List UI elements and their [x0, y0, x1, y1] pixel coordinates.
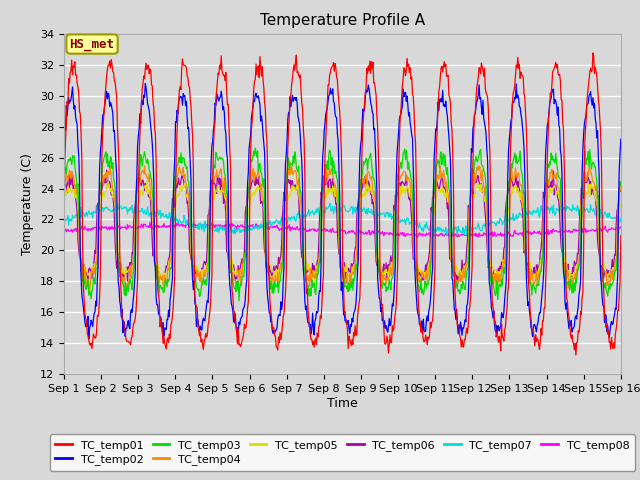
- TC_temp04: [428, 222, 436, 228]
- TC_temp06: [128, 250, 136, 255]
- TC_temp06: [428, 205, 435, 211]
- TC_temp02: [141, 81, 149, 86]
- TC_temp03: [428, 248, 436, 253]
- TC_temp02: [186, 143, 193, 149]
- Line: TC_temp05: TC_temp05: [64, 181, 621, 282]
- TC_temp07: [70, 215, 78, 220]
- Line: TC_temp01: TC_temp01: [64, 53, 621, 355]
- TC_temp03: [70, 153, 78, 159]
- TC_temp05: [412, 254, 419, 260]
- TC_temp03: [127, 281, 135, 287]
- TC_temp01: [572, 352, 580, 358]
- TC_temp02: [85, 336, 93, 342]
- TC_temp05: [214, 184, 222, 190]
- TC_temp01: [60, 225, 68, 230]
- TC_temp06: [103, 168, 111, 173]
- TC_temp01: [214, 78, 221, 84]
- TC_temp05: [60, 199, 68, 204]
- Line: TC_temp06: TC_temp06: [64, 170, 621, 287]
- TC_temp04: [60, 182, 68, 188]
- TC_temp05: [428, 249, 436, 255]
- TC_temp08: [484, 234, 492, 240]
- TC_temp07: [428, 224, 435, 230]
- TC_temp01: [410, 108, 418, 113]
- TC_temp02: [428, 274, 436, 280]
- TC_temp02: [215, 98, 223, 104]
- TC_temp06: [60, 186, 68, 192]
- TC_temp01: [184, 75, 192, 81]
- TC_temp02: [412, 282, 419, 288]
- TC_temp07: [326, 200, 334, 206]
- TC_temp04: [617, 188, 625, 193]
- TC_temp01: [617, 233, 625, 239]
- Line: TC_temp04: TC_temp04: [64, 162, 621, 292]
- TC_temp08: [617, 225, 625, 231]
- TC_temp06: [214, 175, 222, 180]
- TC_temp01: [589, 50, 596, 56]
- TC_temp01: [127, 335, 135, 341]
- TC_temp05: [70, 186, 78, 192]
- TC_temp02: [60, 138, 68, 144]
- TC_temp08: [411, 232, 419, 238]
- TC_temp03: [214, 156, 221, 162]
- TC_temp03: [184, 177, 192, 183]
- TC_temp05: [127, 266, 135, 272]
- TC_temp03: [252, 145, 259, 151]
- TC_temp03: [60, 166, 68, 172]
- TC_temp07: [617, 218, 625, 224]
- TC_temp02: [70, 106, 78, 112]
- TC_temp06: [617, 189, 625, 194]
- TC_temp06: [454, 284, 461, 289]
- TC_temp04: [128, 261, 136, 266]
- TC_temp05: [617, 202, 625, 207]
- TC_temp04: [185, 191, 193, 196]
- Line: TC_temp07: TC_temp07: [64, 203, 621, 236]
- TC_temp04: [412, 267, 419, 273]
- TC_temp05: [143, 179, 150, 184]
- TC_temp02: [617, 136, 625, 142]
- TC_temp07: [214, 223, 221, 228]
- TC_temp05: [311, 279, 319, 285]
- TC_temp01: [70, 64, 78, 70]
- Line: TC_temp03: TC_temp03: [64, 148, 621, 301]
- TC_temp08: [70, 227, 78, 232]
- Title: Temperature Profile A: Temperature Profile A: [260, 13, 425, 28]
- TC_temp08: [214, 222, 222, 228]
- Y-axis label: Temperature (C): Temperature (C): [22, 153, 35, 255]
- TC_temp04: [214, 175, 222, 180]
- TC_temp07: [184, 221, 192, 227]
- TC_temp01: [426, 320, 434, 325]
- TC_temp05: [185, 196, 193, 202]
- TC_temp06: [411, 258, 419, 264]
- TC_temp06: [70, 182, 78, 188]
- TC_temp03: [412, 268, 419, 274]
- TC_temp08: [428, 233, 435, 239]
- TC_temp07: [127, 207, 135, 213]
- Text: HS_met: HS_met: [70, 37, 115, 50]
- TC_temp07: [60, 215, 68, 220]
- Line: TC_temp08: TC_temp08: [64, 222, 621, 237]
- TC_temp02: [128, 310, 136, 315]
- TC_temp07: [411, 222, 419, 228]
- TC_temp03: [235, 298, 243, 304]
- TC_temp04: [286, 159, 294, 165]
- TC_temp08: [60, 225, 68, 231]
- TC_temp03: [617, 181, 625, 187]
- TC_temp07: [444, 233, 451, 239]
- TC_temp04: [70, 176, 78, 181]
- X-axis label: Time: Time: [327, 397, 358, 410]
- Legend: TC_temp01, TC_temp02, TC_temp03, TC_temp04, TC_temp05, TC_temp06, TC_temp07, TC_: TC_temp01, TC_temp02, TC_temp03, TC_temp…: [50, 434, 635, 471]
- TC_temp04: [86, 289, 93, 295]
- TC_temp08: [174, 219, 182, 225]
- TC_temp08: [185, 222, 193, 228]
- TC_temp06: [185, 214, 193, 220]
- Line: TC_temp02: TC_temp02: [64, 84, 621, 339]
- TC_temp08: [127, 225, 135, 231]
